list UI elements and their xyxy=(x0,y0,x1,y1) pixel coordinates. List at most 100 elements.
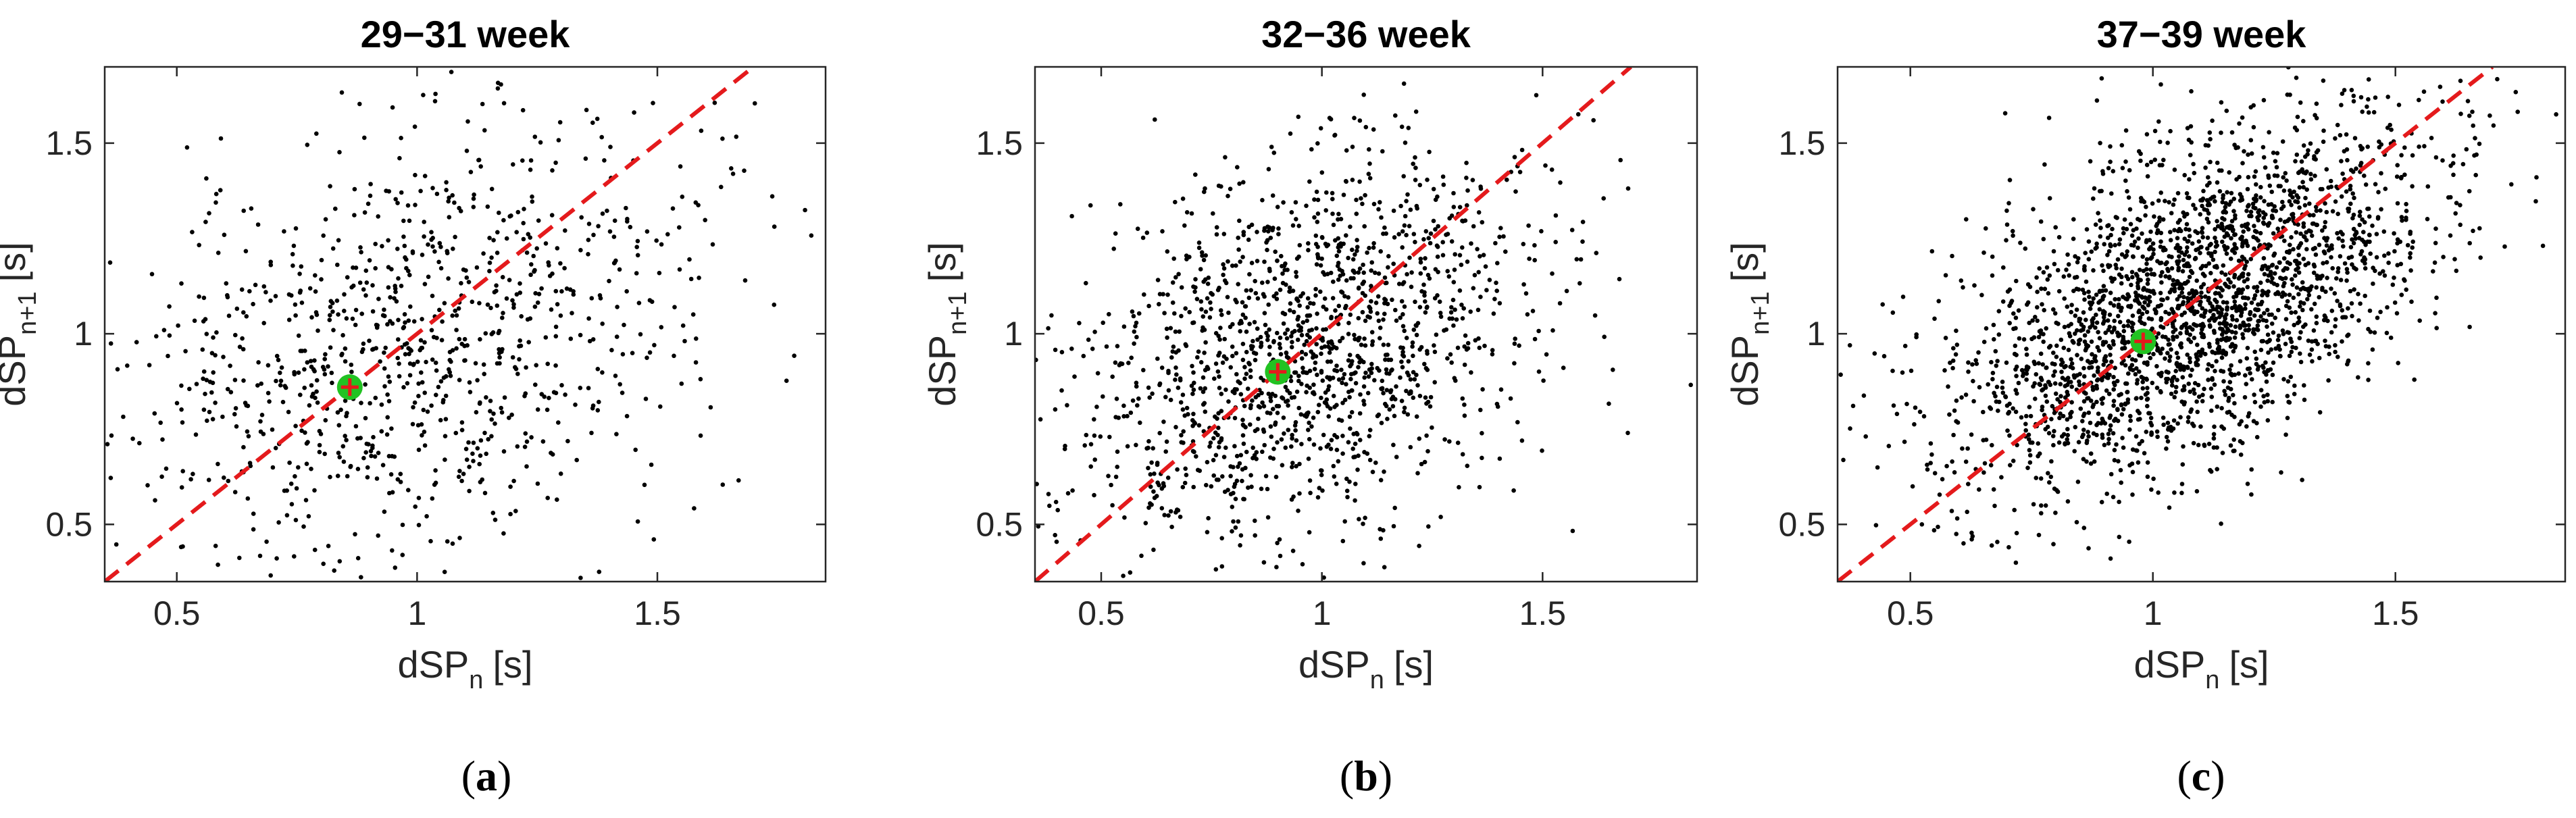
scatter-point xyxy=(2327,344,2331,349)
scatter-point xyxy=(1345,494,1350,500)
scatter-point xyxy=(2179,324,2184,330)
scatter-point xyxy=(474,265,480,270)
scatter-point xyxy=(2240,237,2244,242)
scatter-point xyxy=(536,218,541,223)
scatter-point xyxy=(528,168,533,172)
scatter-point xyxy=(2136,280,2140,286)
scatter-point xyxy=(1314,342,1319,347)
scatter-point xyxy=(327,317,332,323)
scatter-point xyxy=(2095,344,2100,350)
scatter-point xyxy=(1248,368,1253,373)
scatter-point xyxy=(2302,203,2308,208)
scatter-point xyxy=(2136,149,2142,154)
scatter-point xyxy=(2081,290,2087,296)
scatter-point xyxy=(290,252,295,257)
scatter-point xyxy=(2256,319,2261,324)
scatter-point xyxy=(401,218,406,224)
scatter-point xyxy=(2188,269,2194,274)
scatter-point xyxy=(1996,399,2002,405)
scatter-point xyxy=(2250,330,2256,335)
scatter-point xyxy=(1953,352,1959,357)
scatter-point xyxy=(1382,275,1388,280)
scatter-point xyxy=(1423,299,1428,304)
scatter-point xyxy=(1289,344,1294,350)
scatter-point xyxy=(2175,259,2179,264)
scatter-point xyxy=(2270,372,2275,378)
scatter-point xyxy=(2288,193,2293,197)
scatter-point xyxy=(494,288,499,294)
scatter-point xyxy=(2206,362,2211,367)
scatter-point xyxy=(1307,368,1313,374)
scatter-point xyxy=(495,80,501,85)
scatter-point xyxy=(1142,292,1146,297)
scatter-point xyxy=(1190,363,1194,369)
scatter-point xyxy=(2094,320,2100,326)
scatter-point xyxy=(628,224,633,230)
scatter-point xyxy=(1480,431,1484,436)
scatter-point xyxy=(2133,434,2139,439)
scatter-point xyxy=(459,420,465,425)
scatter-point xyxy=(1357,266,1363,272)
scatter-point xyxy=(1378,326,1383,330)
scatter-point xyxy=(2156,198,2161,203)
scatter-point xyxy=(353,424,359,429)
scatter-point xyxy=(2311,270,2317,276)
scatter-point xyxy=(2050,404,2055,409)
scatter-point xyxy=(1977,487,1981,492)
scatter-point xyxy=(1478,254,1482,259)
scatter-point xyxy=(2348,288,2353,294)
scatter-point xyxy=(2039,511,2044,516)
scatter-point xyxy=(2198,251,2202,255)
scatter-point xyxy=(2036,532,2042,538)
scatter-point xyxy=(1688,382,1693,388)
scatter-point xyxy=(2181,257,2186,263)
scatter-point xyxy=(1115,464,1119,469)
scatter-point xyxy=(2166,337,2171,342)
scatter-point xyxy=(1373,301,1379,305)
scatter-point xyxy=(1543,163,1548,168)
scatter-point xyxy=(1492,297,1497,302)
scatter-point xyxy=(659,325,664,330)
scatter-point xyxy=(1147,395,1152,400)
scatter-point xyxy=(1321,304,1326,309)
scatter-point xyxy=(1921,414,1927,419)
scatter-point xyxy=(2151,351,2156,357)
scatter-point xyxy=(1280,271,1285,276)
scatter-point xyxy=(1988,405,1992,410)
scatter-point xyxy=(1263,322,1268,328)
scatter-point xyxy=(2219,368,2223,374)
scatter-point xyxy=(1231,465,1236,469)
scatter-point xyxy=(493,517,498,522)
scatter-point xyxy=(2000,299,2006,304)
scatter-point xyxy=(2201,188,2206,194)
scatter-point xyxy=(2082,339,2088,344)
scatter-point xyxy=(2252,197,2257,202)
scatter-point xyxy=(203,220,208,224)
scatter-point xyxy=(1409,389,1413,394)
scatter-point xyxy=(1265,515,1271,520)
scatter-point xyxy=(1340,380,1344,386)
scatter-point xyxy=(287,460,292,465)
scatter-point xyxy=(2187,227,2192,232)
scatter-point xyxy=(1471,286,1476,291)
scatter-point xyxy=(2408,268,2413,273)
scatter-point xyxy=(209,390,214,395)
scatter-point xyxy=(536,292,542,297)
scatter-point xyxy=(1253,357,1258,363)
scatter-points xyxy=(1035,81,1693,580)
scatter-point xyxy=(1319,369,1324,374)
scatter-point xyxy=(2131,228,2136,233)
scatter-point xyxy=(382,384,387,389)
scatter-point xyxy=(2175,378,2179,382)
caption-letter: a xyxy=(476,752,497,800)
scatter-point xyxy=(1268,424,1273,429)
scatter-point xyxy=(2237,121,2242,126)
scatter-point xyxy=(688,276,694,282)
caption-open-paren: ( xyxy=(461,752,476,800)
scatter-point xyxy=(1219,391,1224,397)
scatter-point xyxy=(2081,310,2086,315)
scatter-point xyxy=(2329,286,2333,291)
scatter-point xyxy=(1246,295,1252,301)
scatter-point xyxy=(2100,416,2104,421)
scatter-point xyxy=(160,437,165,442)
